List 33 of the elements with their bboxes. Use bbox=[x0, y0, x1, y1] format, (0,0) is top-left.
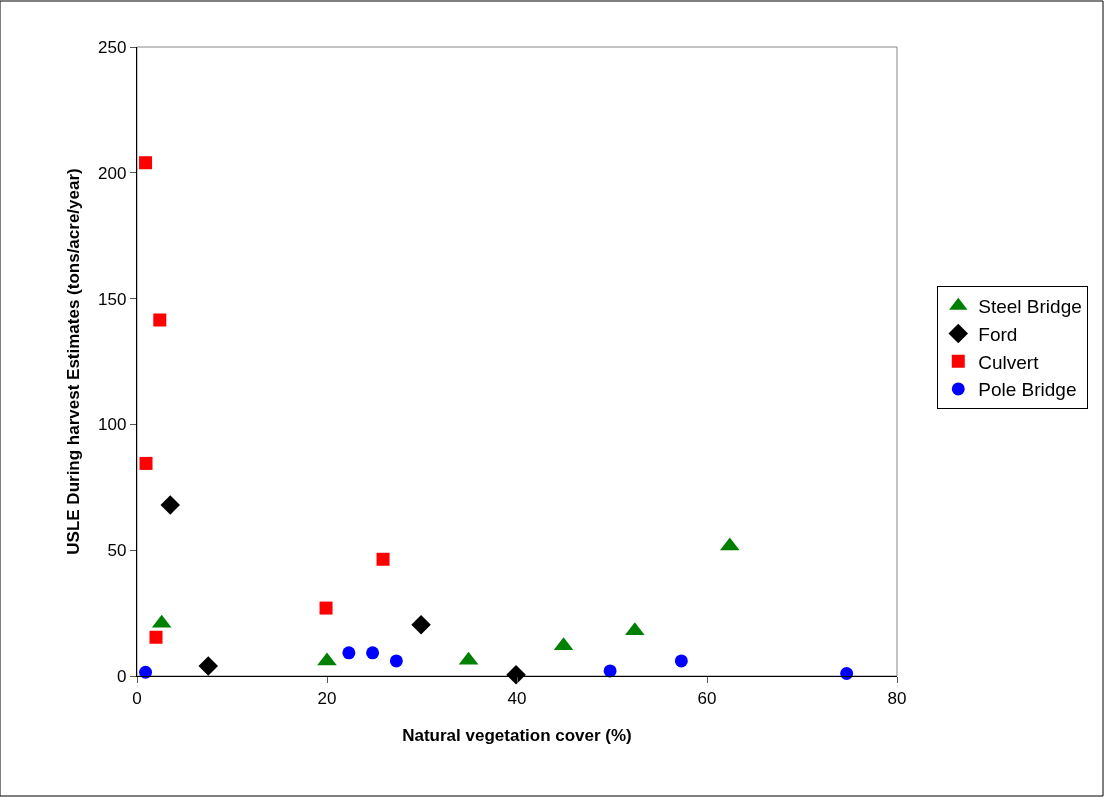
x-tick-label: 80 bbox=[887, 688, 907, 708]
y-tick-label: 150 bbox=[98, 289, 127, 309]
point bbox=[366, 646, 380, 660]
legend-label: Steel Bridge bbox=[978, 296, 1082, 318]
point bbox=[160, 495, 180, 515]
legend-label: Pole Bridge bbox=[978, 379, 1077, 401]
y-tick-label: 100 bbox=[98, 415, 127, 435]
point bbox=[319, 601, 333, 615]
x-tick-label: 0 bbox=[132, 688, 142, 708]
legend-label: Ford bbox=[978, 323, 1018, 345]
x-tick-label: 60 bbox=[697, 688, 717, 708]
point bbox=[153, 313, 167, 327]
legend-label: Culvert bbox=[978, 351, 1040, 373]
point bbox=[674, 654, 688, 668]
y-axis-title: USLE During harvest Estimates (tons/acre/year) bbox=[63, 168, 83, 555]
point bbox=[149, 630, 163, 644]
x-axis-title: Natural vegetation cover (%) bbox=[402, 725, 632, 745]
point bbox=[139, 665, 153, 679]
y-tick-label: 250 bbox=[98, 37, 127, 57]
point bbox=[411, 614, 431, 635]
point bbox=[317, 652, 337, 666]
point bbox=[198, 656, 218, 676]
y-tick-label: 200 bbox=[98, 163, 127, 183]
point bbox=[389, 654, 403, 668]
point bbox=[342, 646, 356, 660]
point bbox=[840, 666, 854, 680]
x-tick-label: 20 bbox=[317, 688, 337, 708]
y-tick-label: 50 bbox=[107, 541, 127, 561]
x-tick-label: 40 bbox=[507, 688, 527, 708]
point bbox=[376, 552, 390, 566]
point bbox=[139, 156, 153, 170]
point bbox=[139, 456, 153, 470]
y-tick-label: 0 bbox=[116, 666, 127, 686]
